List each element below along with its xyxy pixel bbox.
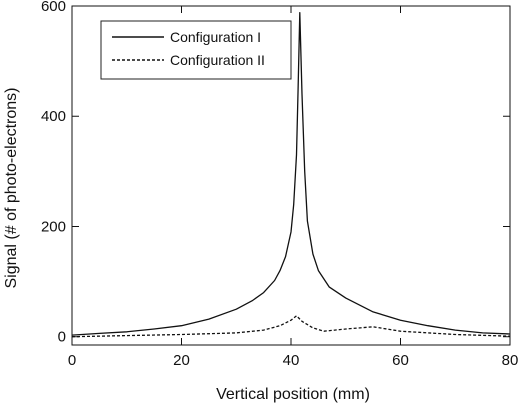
legend-box [100, 20, 292, 80]
y-tick-label: 400 [41, 108, 66, 125]
x-tick-label: 60 [392, 352, 409, 369]
legend: Configuration I Configuration II [100, 20, 292, 80]
x-tick-label: 0 [68, 352, 76, 369]
y-tick-label: 600 [41, 0, 66, 15]
series-line-configuration-i [71, 11, 511, 336]
y-tick-label: 0 [58, 329, 66, 346]
x-tick-label: 40 [283, 352, 300, 369]
y-axis-label: Signal (# of photo-electrons) [3, 88, 20, 289]
x-tick-label: 80 [502, 352, 519, 369]
legend-label-configuration-ii: Configuration II [170, 52, 265, 68]
legend-label-configuration-i: Configuration I [170, 29, 261, 45]
series-line-configuration-ii [71, 315, 511, 338]
x-axis-label: Vertical position (mm) [216, 386, 370, 403]
x-tick-label: 20 [173, 352, 190, 369]
y-tick-label: 200 [41, 218, 66, 235]
